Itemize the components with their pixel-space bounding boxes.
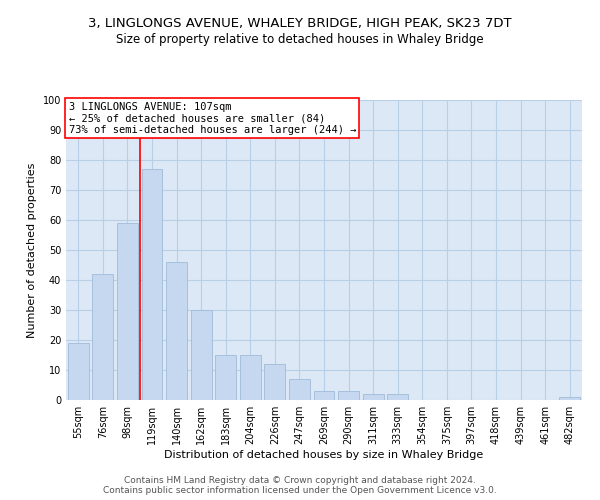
Bar <box>166 262 187 400</box>
Bar <box>314 391 334 400</box>
Text: 3 LINGLONGS AVENUE: 107sqm
← 25% of detached houses are smaller (84)
73% of semi: 3 LINGLONGS AVENUE: 107sqm ← 25% of deta… <box>68 102 356 134</box>
Text: Size of property relative to detached houses in Whaley Bridge: Size of property relative to detached ho… <box>116 32 484 46</box>
X-axis label: Distribution of detached houses by size in Whaley Bridge: Distribution of detached houses by size … <box>164 450 484 460</box>
Bar <box>289 379 310 400</box>
Bar <box>559 397 580 400</box>
Bar <box>142 169 163 400</box>
Y-axis label: Number of detached properties: Number of detached properties <box>27 162 37 338</box>
Bar <box>191 310 212 400</box>
Bar <box>265 364 286 400</box>
Bar <box>338 391 359 400</box>
Bar <box>362 394 383 400</box>
Bar <box>117 223 138 400</box>
Text: 3, LINGLONGS AVENUE, WHALEY BRIDGE, HIGH PEAK, SK23 7DT: 3, LINGLONGS AVENUE, WHALEY BRIDGE, HIGH… <box>88 18 512 30</box>
Text: Contains public sector information licensed under the Open Government Licence v3: Contains public sector information licen… <box>103 486 497 495</box>
Bar <box>68 343 89 400</box>
Text: Contains HM Land Registry data © Crown copyright and database right 2024.: Contains HM Land Registry data © Crown c… <box>124 476 476 485</box>
Bar <box>92 274 113 400</box>
Bar <box>215 355 236 400</box>
Bar <box>387 394 408 400</box>
Bar <box>240 355 261 400</box>
